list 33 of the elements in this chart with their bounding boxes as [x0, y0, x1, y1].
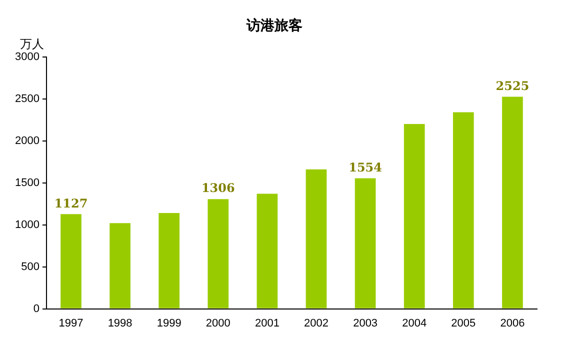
bar	[404, 124, 425, 308]
bar	[502, 96, 523, 308]
x-tick-label: 1997	[58, 317, 84, 330]
x-tick-label: 1998	[108, 317, 132, 330]
x-tick-label: 2000	[206, 317, 230, 330]
y-tick-label: 1000	[14, 218, 40, 231]
data-label: 1306	[201, 181, 235, 196]
x-tick-label: 2004	[402, 317, 427, 330]
y-tick-label: 1500	[14, 176, 40, 189]
bar	[452, 112, 474, 308]
x-tick-label: 2006	[500, 317, 525, 330]
x-tick-label: 2002	[304, 317, 329, 330]
bar	[158, 213, 180, 308]
y-tick-label: 0	[33, 302, 40, 315]
bar	[306, 169, 327, 308]
y-tick-label: 500	[21, 260, 40, 273]
x-tick-label: 2005	[451, 317, 476, 330]
bar	[208, 199, 229, 308]
y-axis-title: 万人	[20, 36, 44, 51]
bar	[60, 214, 82, 308]
x-tick-label: 2001	[254, 317, 280, 330]
data-label: 2525	[496, 78, 530, 93]
x-tick-label: 1999	[156, 317, 182, 330]
data-label: 1554	[348, 160, 382, 174]
x-tick-label: 2003	[353, 317, 378, 330]
bar	[256, 194, 278, 308]
y-tick-label: 2000	[14, 134, 40, 147]
chart-title: 访港旅客	[246, 17, 302, 34]
bar	[354, 178, 376, 308]
y-tick-label: 2500	[14, 92, 40, 105]
y-tick-label: 3000	[14, 50, 40, 63]
data-label: 1127	[54, 196, 88, 210]
bar	[110, 223, 130, 308]
